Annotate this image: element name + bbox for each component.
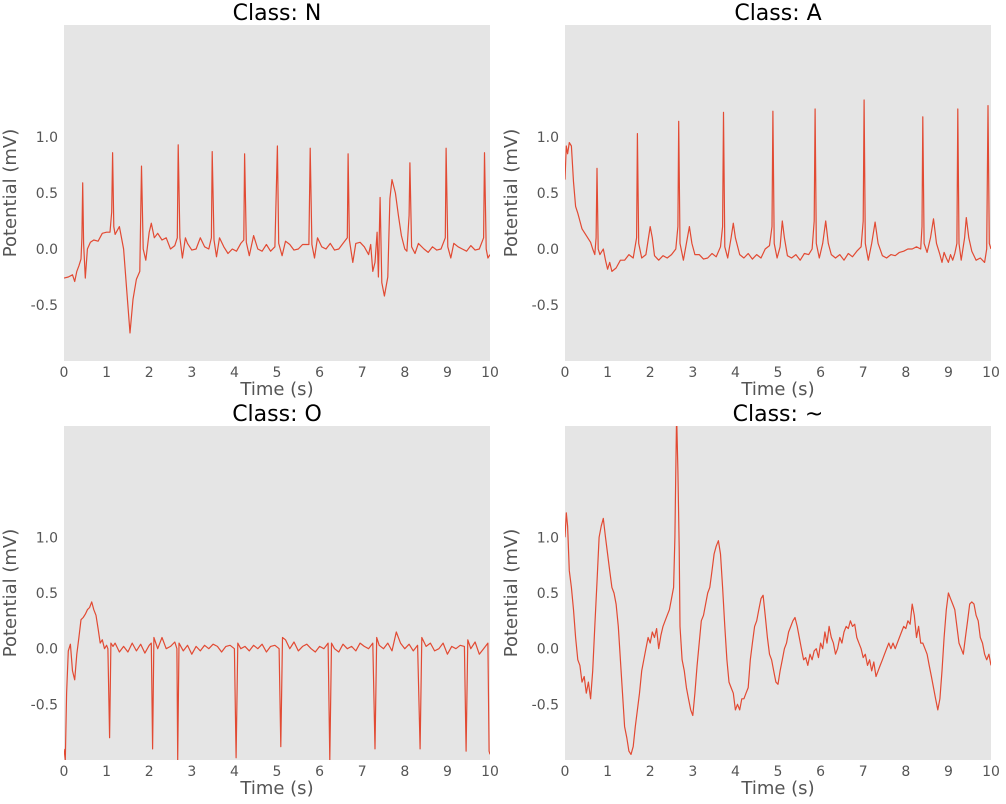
panel-1: Class: N 0 1 2 3 4 5 6 7 8 9 10 -0.5 0.0 0.5 1.0 Time (s… <box>0 1 499 400</box>
x-tick-label: 9 <box>944 764 953 780</box>
x-tick-label: 2 <box>145 764 154 780</box>
x-tick-label: 5 <box>273 764 282 780</box>
x-axis-label: Time (s) <box>239 778 313 799</box>
panel-2: Class: A 0 1 2 3 4 5 6 7 8 9 10 -0.5 0.0 0.5 1.0 Time (s… <box>501 1 1000 400</box>
y-axis-label: Potential (mV) <box>501 129 522 257</box>
y-axis-label: Potential (mV) <box>0 529 21 657</box>
x-tick-label: 7 <box>358 365 367 381</box>
x-tick-label: 0 <box>561 365 570 381</box>
x-tick-label: 10 <box>481 764 499 780</box>
y-tick-label: 1.0 <box>36 530 58 546</box>
x-tick-label: 9 <box>443 365 452 381</box>
x-axis-label: Time (s) <box>740 778 814 799</box>
x-tick-label: 10 <box>481 365 499 381</box>
chart-title: Class: N <box>233 1 322 26</box>
x-tick-label: 2 <box>145 365 154 381</box>
x-tick-label: 3 <box>688 365 697 381</box>
y-tick-label: -0.5 <box>532 697 559 713</box>
x-tick-label: 1 <box>102 365 111 381</box>
x-tick-label: 8 <box>400 764 409 780</box>
x-tick-label: 4 <box>731 764 740 780</box>
x-tick-label: 0 <box>561 764 570 780</box>
x-tick-label: 10 <box>982 365 1000 381</box>
ecg-trace-line <box>64 601 490 760</box>
x-tick-label: 4 <box>731 365 740 381</box>
x-tick-label: 3 <box>187 764 196 780</box>
y-tick-label: 0.0 <box>36 642 58 658</box>
x-tick-label: 2 <box>646 365 655 381</box>
panel-3: Class: O 0 1 2 3 4 5 6 7 8 9 10 -0.5 0.0 0.5 1.0 Time (s… <box>0 402 499 799</box>
x-tick-label: 7 <box>358 764 367 780</box>
y-axis-label: Potential (mV) <box>501 529 522 657</box>
y-axis-label: Potential (mV) <box>0 129 21 257</box>
x-axis-label: Time (s) <box>239 379 313 400</box>
y-tick-label: 0.5 <box>36 186 58 202</box>
x-tick-label: 5 <box>273 365 282 381</box>
x-tick-label: 1 <box>102 764 111 780</box>
x-tick-label: 6 <box>816 764 825 780</box>
panel-4: Class: ~ 0 1 2 3 4 5 6 7 8 9 10 -0.5 0.0 0.5 1.0 Time (s… <box>501 402 1000 799</box>
x-tick-label: 9 <box>944 365 953 381</box>
x-tick-label: 8 <box>400 365 409 381</box>
x-tick-label: 8 <box>901 764 910 780</box>
y-tick-label: 0.5 <box>537 186 559 202</box>
x-tick-label: 1 <box>603 365 612 381</box>
y-tick-label: -0.5 <box>532 298 559 314</box>
plot-area <box>565 426 991 760</box>
x-tick-label: 6 <box>816 365 825 381</box>
x-tick-label: 3 <box>187 365 196 381</box>
chart-title: Class: O <box>232 402 322 427</box>
x-tick-label: 7 <box>859 764 868 780</box>
x-tick-label: 4 <box>230 365 239 381</box>
ecg-trace-line <box>565 426 991 756</box>
plot-area <box>64 25 490 361</box>
ecg-trace-line <box>565 99 991 272</box>
y-tick-label: 0.0 <box>537 242 559 258</box>
y-tick-label: 1.0 <box>537 530 559 546</box>
y-tick-label: 1.0 <box>537 130 559 146</box>
x-tick-label: 6 <box>315 764 324 780</box>
x-tick-label: 8 <box>901 365 910 381</box>
x-tick-label: 0 <box>60 365 69 381</box>
x-tick-label: 1 <box>603 764 612 780</box>
x-tick-label: 5 <box>774 764 783 780</box>
y-tick-label: 0.5 <box>537 586 559 602</box>
y-tick-label: 0.5 <box>36 586 58 602</box>
y-tick-label: 1.0 <box>36 130 58 146</box>
x-tick-label: 0 <box>60 764 69 780</box>
plot-area <box>565 25 991 361</box>
x-tick-label: 10 <box>982 764 1000 780</box>
y-tick-label: -0.5 <box>31 298 58 314</box>
x-tick-label: 7 <box>859 365 868 381</box>
x-tick-label: 2 <box>646 764 655 780</box>
y-tick-label: 0.0 <box>537 642 559 658</box>
x-tick-label: 3 <box>688 764 697 780</box>
y-tick-label: -0.5 <box>31 697 58 713</box>
x-tick-label: 5 <box>774 365 783 381</box>
plot-area <box>64 426 490 760</box>
x-tick-label: 4 <box>230 764 239 780</box>
x-axis-label: Time (s) <box>740 379 814 400</box>
chart-title: Class: ~ <box>733 402 824 427</box>
ecg-trace-line <box>64 144 490 334</box>
x-tick-label: 9 <box>443 764 452 780</box>
chart-title: Class: A <box>734 1 821 26</box>
x-tick-label: 6 <box>315 365 324 381</box>
y-tick-label: 0.0 <box>36 242 58 258</box>
